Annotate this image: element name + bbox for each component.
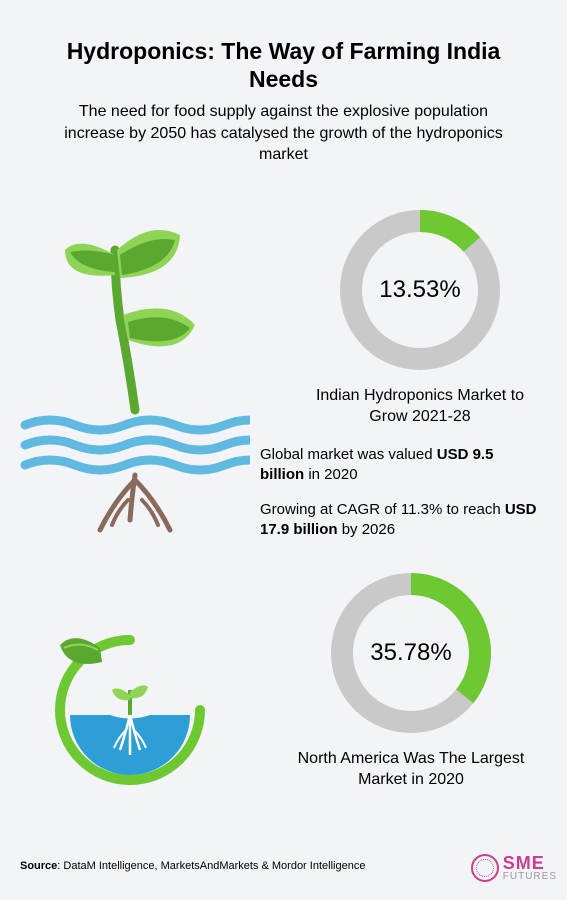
donut-india-caption: Indian Hydroponics Market to Grow 2021-2… [305,386,535,428]
source-attribution: Source: DataM Intelligence, MarketsAndMa… [20,860,365,872]
plant-illustration [20,230,250,540]
source-text: : DataM Intelligence, MarketsAndMarkets … [57,860,365,872]
fact-cagr-2026: Growing at CAGR of 11.3% to reach USD 17… [260,500,540,541]
page-title: Hydroponics: The Way of Farming India Ne… [0,0,567,101]
source-label: Source [20,860,57,872]
logo-futures-text: FUTURES [503,872,557,881]
sme-futures-logo: SME FUTURES [471,854,557,882]
donut-na-caption: North America Was The Largest Market in … [296,749,526,791]
hydroponics-illustration [40,620,220,800]
logo-sme-text: SME [503,855,557,871]
market-facts: Global market was valued USD 9.5 billion… [260,445,540,554]
logo-circle-icon [471,854,499,882]
donut-india-growth: 13.53% Indian Hydroponics Market to Grow… [305,210,535,428]
donut-north-america: 35.78% North America Was The Largest Mar… [296,573,526,791]
fact-global-2020: Global market was valued USD 9.5 billion… [260,445,540,486]
page-subtitle: The need for food supply against the exp… [0,101,567,166]
